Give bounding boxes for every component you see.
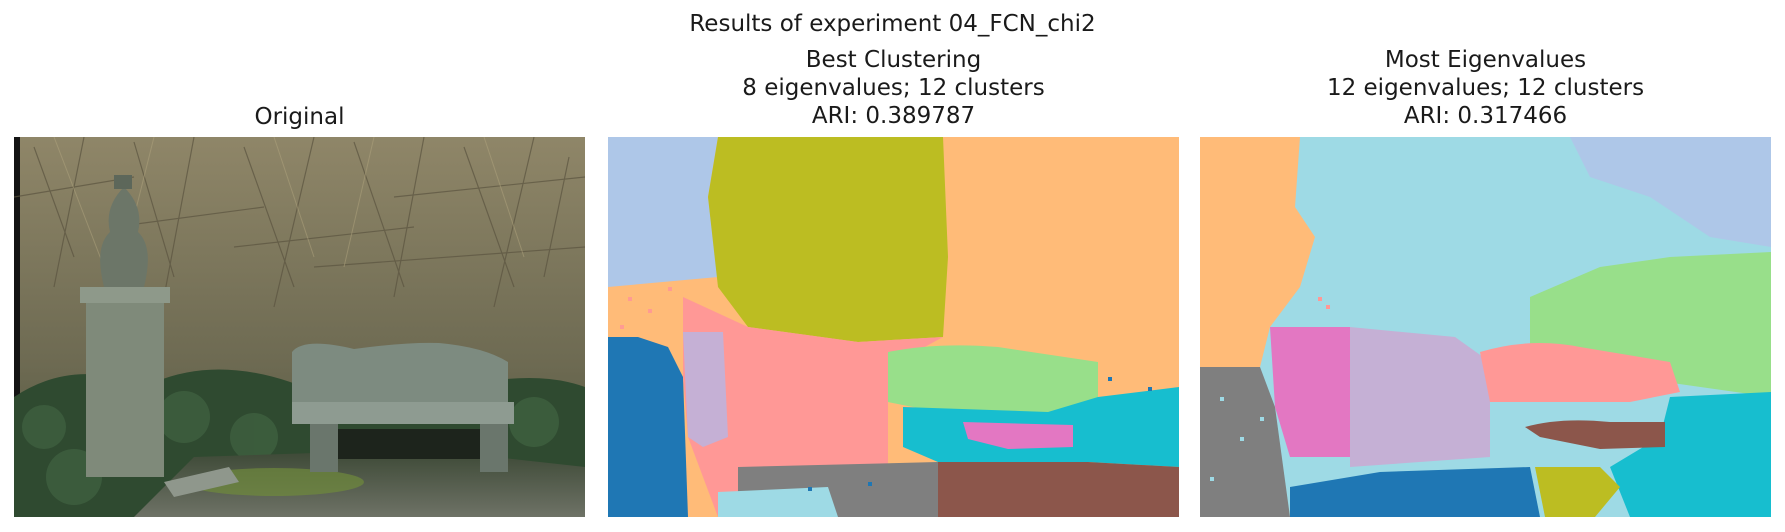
panel-title-line: ARI: 0.317466 [1403, 103, 1568, 129]
best-clustering-map [608, 137, 1179, 517]
panel-title-line: Most Eigenvalues [1384, 47, 1587, 73]
panel-title-line: Original [254, 104, 345, 130]
panel-title-line: ARI: 0.389787 [811, 103, 976, 129]
panel-title-line: 12 eigenvalues; 12 clusters [1326, 75, 1645, 101]
original-photo [14, 137, 585, 517]
most-eigenvalues-map [1200, 137, 1771, 517]
figure-suptitle: Results of experiment 04_FCN_chi2 [689, 11, 1096, 37]
panel-title-line: Best Clustering [805, 47, 982, 73]
panel-title-line: 8 eigenvalues; 12 clusters [742, 75, 1045, 101]
